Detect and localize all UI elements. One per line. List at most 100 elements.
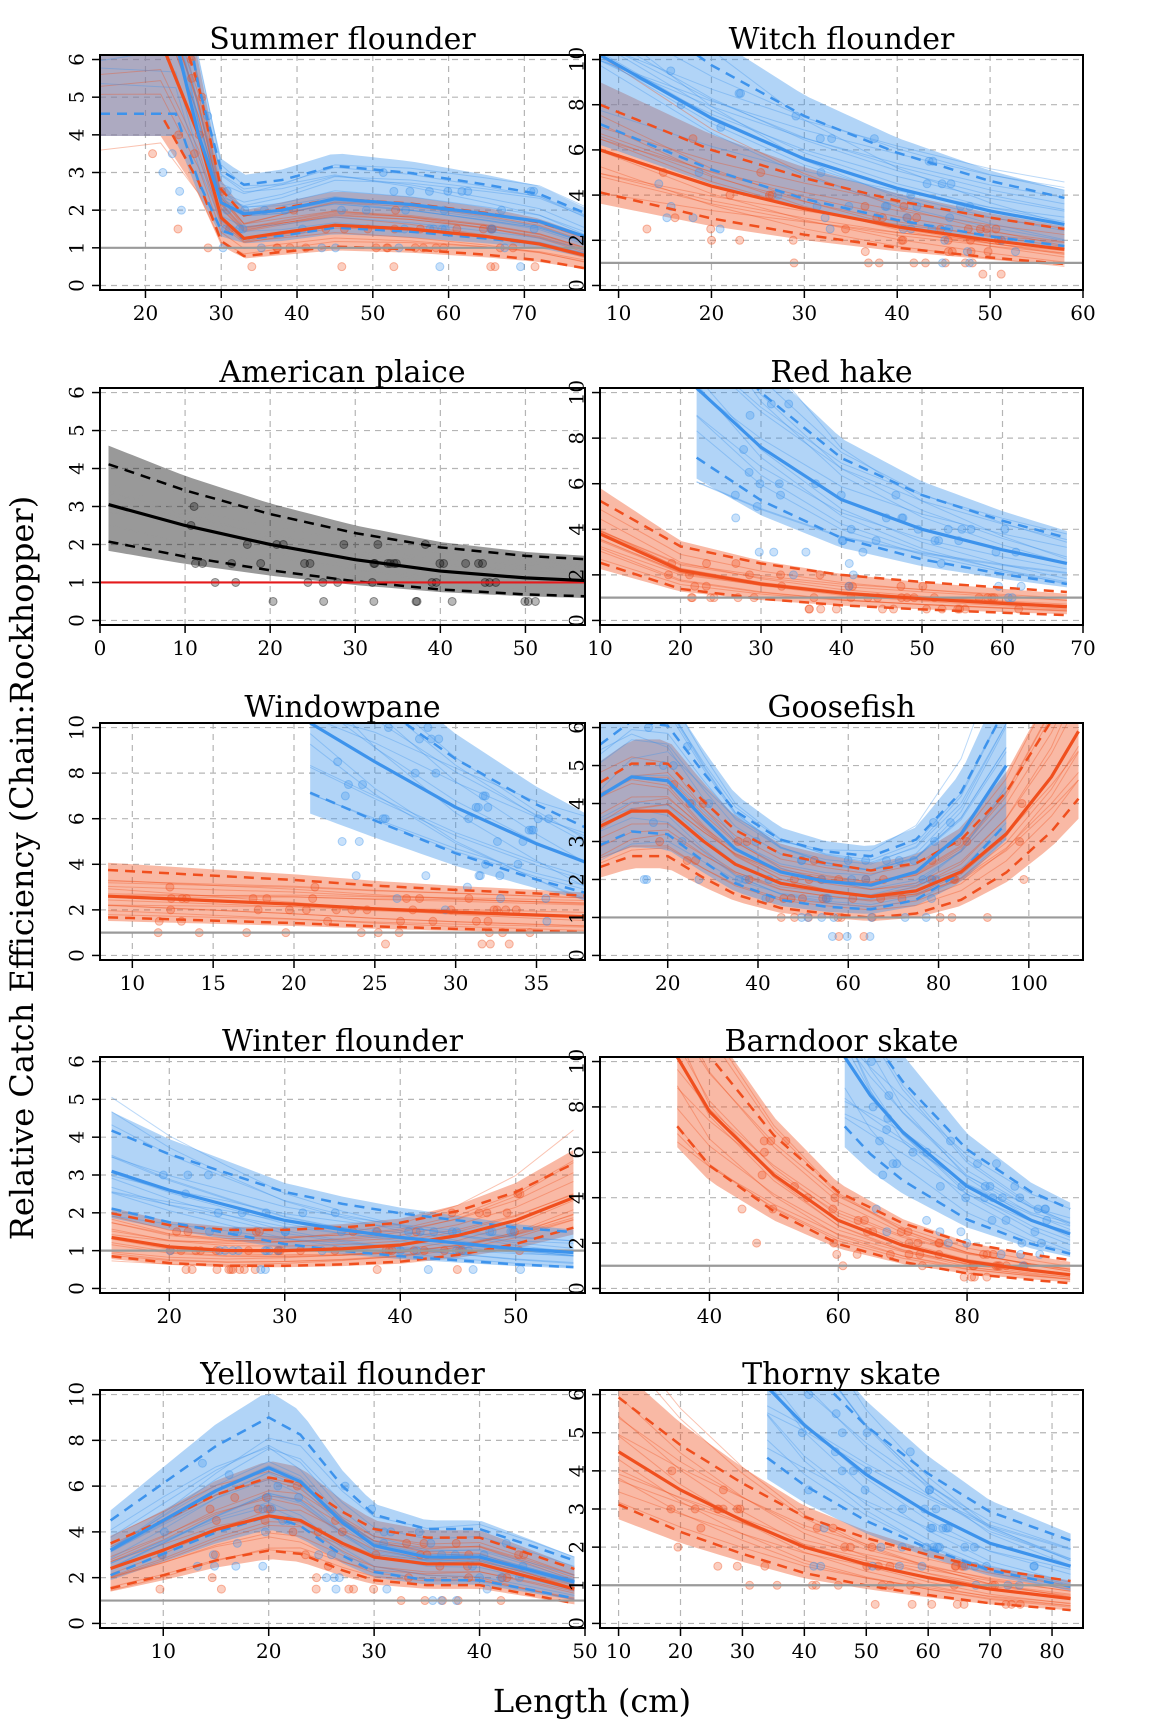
plot-area xyxy=(600,723,1083,941)
data-point xyxy=(991,1159,1001,1169)
data-point xyxy=(284,905,294,915)
replicate-curves-orange xyxy=(600,55,1065,267)
data-point xyxy=(927,1599,937,1609)
data-point xyxy=(760,1561,770,1571)
data-point xyxy=(878,604,888,614)
replicate-curves-blue xyxy=(766,1390,1071,1592)
grid xyxy=(600,1390,1083,1628)
bound-upper-orange xyxy=(108,868,585,897)
x-tick-label: 50 xyxy=(513,636,538,660)
panel-title: Barndoor skate xyxy=(724,1024,958,1059)
data-point xyxy=(842,931,852,941)
data-point xyxy=(943,524,953,534)
data-point xyxy=(308,893,318,903)
data-point xyxy=(930,536,940,546)
data-point xyxy=(744,874,754,884)
bound-lower-blue xyxy=(843,1125,1071,1255)
data-point xyxy=(907,1599,917,1609)
data-point xyxy=(797,893,807,903)
bound-upper-black xyxy=(108,463,585,561)
y-tick-label: 10 xyxy=(65,715,89,740)
x-tick-label: 50 xyxy=(572,1639,597,1663)
data-point xyxy=(155,1584,165,1594)
data-point xyxy=(776,490,786,500)
replicate-curve xyxy=(110,1437,575,1558)
data-point xyxy=(934,536,944,546)
data-point xyxy=(828,1204,838,1214)
data-point xyxy=(488,224,498,234)
plot-frame xyxy=(99,722,586,961)
data-point xyxy=(859,931,869,941)
replicate-curve xyxy=(180,55,585,252)
replicate-curve xyxy=(665,1390,1071,1598)
data-point xyxy=(262,893,272,903)
data-point xyxy=(369,1584,379,1594)
data-point xyxy=(165,882,175,892)
y-tick-label: 3 xyxy=(65,1169,89,1182)
y-axis: 0 2 4 6 8 10 xyxy=(65,715,100,962)
data-point xyxy=(158,168,168,177)
data-point xyxy=(172,1227,182,1237)
data-point xyxy=(978,1249,988,1259)
data-point xyxy=(871,536,881,546)
x-tick-label: 60 xyxy=(990,636,1015,660)
panel-goosefish: 20 40 60 80 100 0 1 2 3 4 5 6 Goosefish xyxy=(565,690,1084,995)
data-point xyxy=(959,1599,969,1609)
replicate-curve xyxy=(111,1129,574,1243)
x-tick-label: 40 xyxy=(829,636,854,660)
data-point xyxy=(969,1542,979,1552)
y-tick-label: 6 xyxy=(65,1480,89,1493)
data-point xyxy=(767,190,777,200)
replicate-curve xyxy=(110,1471,575,1576)
plot-area xyxy=(600,388,1083,617)
data-point xyxy=(670,213,680,223)
replicate-curve xyxy=(600,723,975,852)
bound-lower-blue xyxy=(110,1514,575,1600)
replicate-curve xyxy=(676,1087,1071,1270)
y-tick-label: 10 xyxy=(565,1049,589,1074)
data-point xyxy=(776,570,786,580)
data-point xyxy=(159,1527,169,1537)
data-point xyxy=(175,186,185,196)
data-point xyxy=(943,235,953,245)
x-tick-label: 80 xyxy=(926,971,951,995)
data-point xyxy=(959,1272,969,1282)
data-point xyxy=(451,1538,461,1548)
data-point xyxy=(344,1584,354,1594)
data-point xyxy=(962,837,972,846)
data-point xyxy=(876,1542,886,1552)
data-point xyxy=(1033,1204,1043,1214)
data-point xyxy=(167,149,177,159)
data-point xyxy=(997,1193,1007,1203)
data-point xyxy=(402,893,412,903)
replicate-curve xyxy=(600,109,1065,218)
data-point xyxy=(821,893,831,903)
x-tick-label: 20 xyxy=(668,1639,693,1663)
replicate-curve xyxy=(600,57,1065,232)
data-point xyxy=(361,205,371,215)
data-point xyxy=(1015,1599,1025,1609)
replicate-curve xyxy=(766,1412,1071,1551)
data-point xyxy=(973,1159,983,1169)
data-point xyxy=(337,205,347,215)
replicate-curve xyxy=(108,501,585,590)
replicate-curve xyxy=(600,729,1079,901)
panel-title: Yellowtail flounder xyxy=(199,1357,485,1392)
data-point xyxy=(288,1527,298,1537)
data-point xyxy=(1030,1227,1040,1237)
data-point xyxy=(187,1265,197,1275)
replicate-curve xyxy=(696,430,1067,584)
fit-curve-blue xyxy=(767,1390,1072,1568)
fit-curve-blue xyxy=(695,388,1068,566)
data-point xyxy=(351,871,361,881)
data-point xyxy=(654,179,664,189)
data-point xyxy=(884,1091,894,1101)
panel-title: Witch flounder xyxy=(729,22,955,57)
data-point xyxy=(471,916,481,926)
data-point xyxy=(980,1181,990,1191)
replicate-curve xyxy=(110,1494,575,1584)
replicate-curve xyxy=(618,1469,1071,1595)
data-point xyxy=(1014,604,1024,614)
x-tick-label: 70 xyxy=(977,1639,1002,1663)
replicate-curve xyxy=(111,1162,574,1244)
